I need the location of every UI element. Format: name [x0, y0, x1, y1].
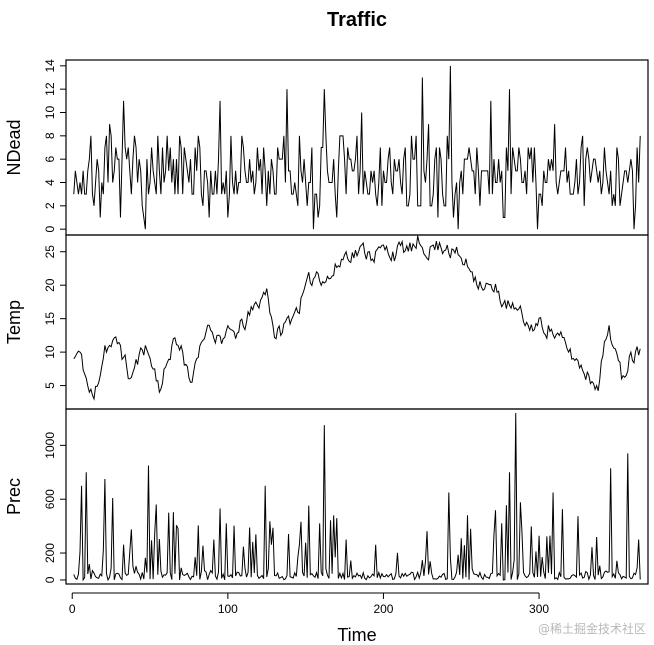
panel-prec-frame: [65, 408, 649, 585]
watermark: @稀土掘金技术社区: [537, 622, 646, 636]
yticks-prec: 0 200 600 1000: [43, 432, 66, 583]
ytick-label-prec-1000: 1000: [43, 432, 57, 459]
ylabel-temp: Temp: [4, 300, 24, 344]
ylabel-prec: Prec: [4, 478, 24, 515]
series-prec-line: [73, 413, 641, 582]
ytick-label-ndead-2: 2: [43, 202, 57, 209]
ytick-label-ndead-8: 8: [43, 132, 57, 139]
xtick-label-200: 200: [373, 602, 393, 616]
ytick-label-temp-5: 5: [43, 382, 57, 389]
ytick-label-temp-20: 20: [43, 278, 57, 292]
ytick-label-ndead-0: 0: [43, 226, 57, 233]
ytick-label-prec-200: 200: [43, 543, 57, 563]
xtick-label-300: 300: [529, 602, 549, 616]
panel-prec: Prec 0 200 600 1000: [4, 408, 649, 585]
panel-temp: Temp 5 10 15 20 25: [4, 234, 649, 410]
ytick-label-ndead-10: 10: [43, 106, 57, 120]
chart-title: Traffic: [327, 9, 387, 31]
ylabel-ndead: NDead: [4, 119, 24, 175]
xtick-label-0: 0: [69, 602, 76, 616]
ytick-label-ndead-14: 14: [43, 59, 57, 73]
ytick-label-ndead-6: 6: [43, 156, 57, 163]
yticks-ndead: 0 2 4 6 8 10 12 14: [43, 59, 66, 233]
x-axis-label: Time: [337, 625, 376, 645]
panel-ndead: NDead 0 2 4 6 8 10 12 14: [4, 59, 649, 236]
ytick-label-ndead-12: 12: [43, 82, 57, 96]
ytick-label-ndead-4: 4: [43, 179, 57, 186]
ytick-label-prec-0: 0: [43, 576, 57, 583]
ytick-label-temp-15: 15: [43, 312, 57, 326]
ytick-label-temp-25: 25: [43, 245, 57, 259]
xtick-label-100: 100: [218, 602, 238, 616]
yticks-temp: 5 10 15 20 25: [43, 245, 66, 389]
ytick-label-prec-600: 600: [43, 489, 57, 509]
x-axis: 0 100 200 300: [69, 592, 549, 616]
series-temp-line: [73, 235, 641, 401]
ytick-label-temp-10: 10: [43, 345, 57, 359]
panel-temp-frame: [65, 234, 649, 410]
series-ndead-line: [73, 65, 641, 230]
